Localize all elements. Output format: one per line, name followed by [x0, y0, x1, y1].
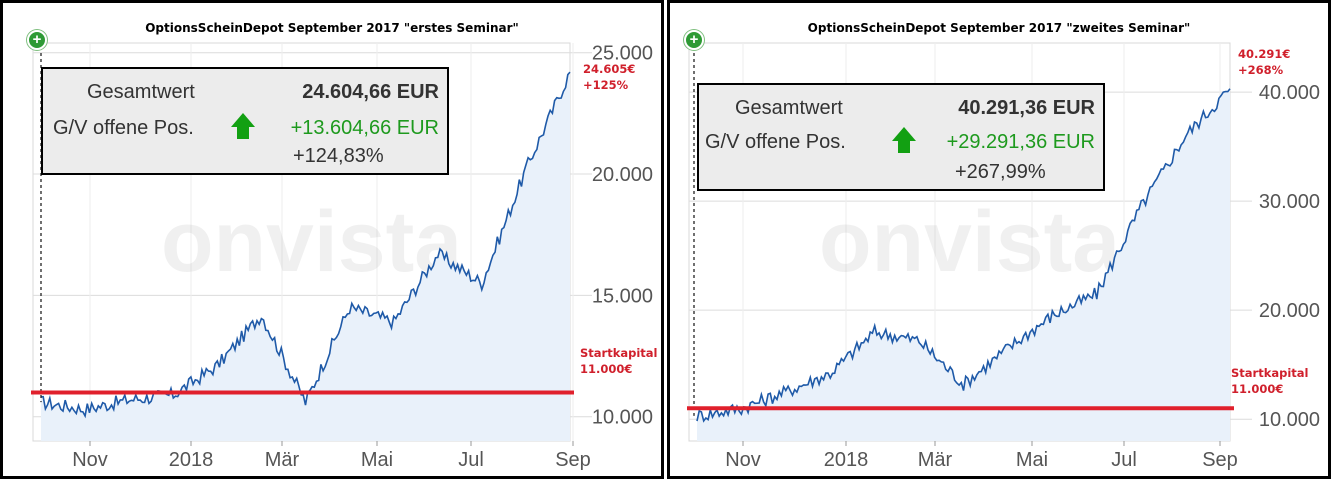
gv-percent: +124,83%: [293, 145, 384, 167]
watermark: onvista: [161, 194, 463, 290]
startkapital-label: Startkapital: [1231, 366, 1309, 380]
x-tick-label: Mär: [265, 449, 300, 471]
current-value-label: 40.291€: [1238, 47, 1291, 61]
chart-panel-erstes-seminar: 10.000 15.000 20.000 25.000 Nov 2018 Mär Mai Jul…: [0, 0, 664, 479]
gesamtwert-label: Gesamtwert: [87, 81, 195, 103]
y-tick-label: 10.000: [1259, 409, 1320, 431]
x-tick-label: Nov: [72, 449, 108, 471]
chart-title: OptionsScheinDepot September 2017 "zweit…: [807, 21, 1191, 35]
x-tick-label: Nov: [725, 449, 761, 471]
gv-value: +13.604,66 EUR: [290, 117, 439, 139]
current-value-annotation: 40.291€ +268%: [1238, 46, 1290, 78]
chart-svg: 10.000 20.000 30.000 40.000 Nov 2018 Mär Mai Jul…: [687, 42, 1320, 471]
gesamtwert-label: Gesamtwert: [735, 97, 843, 119]
x-tick-label: 2018: [824, 449, 869, 471]
x-tick-label: 2018: [169, 449, 214, 471]
y-tick-label: 20.000: [592, 164, 653, 186]
zoom-plus-icon[interactable]: +: [27, 30, 47, 50]
gv-label: G/V offene Pos.: [705, 131, 846, 153]
series-line: [40, 71, 571, 419]
x-tick-label: Jul: [1111, 449, 1137, 471]
x-tick-label: Jul: [458, 449, 484, 471]
chart-title: OptionsScheinDepot September 2017 "erste…: [145, 21, 519, 35]
watermark: onvista: [819, 194, 1121, 290]
info-box: Gesamtwert 24.604,66 EUR G/V offene Pos.…: [41, 67, 449, 175]
y-tick-label: 30.000: [1259, 191, 1320, 213]
gesamtwert-value: 24.604,66 EUR: [302, 81, 439, 103]
y-tick-label: 10.000: [592, 407, 653, 429]
gv-value: +29.291,36 EUR: [946, 131, 1095, 153]
y-tick-label: 15.000: [592, 285, 653, 307]
current-pct-label: +268%: [1238, 63, 1284, 77]
y-tick-label: 20.000: [1259, 300, 1320, 322]
info-box: Gesamtwert 40.291,36 EUR G/V offene Pos.…: [697, 83, 1105, 191]
series-line: [696, 88, 1231, 423]
x-tick-label: Mai: [1016, 449, 1048, 471]
chart-panel-zweites-seminar: 10.000 20.000 30.000 40.000 Nov 2018 Mär Mai Jul…: [667, 0, 1331, 479]
x-tick-label: Sep: [1202, 449, 1238, 471]
startkapital-label: Startkapital: [580, 346, 658, 360]
y-tick-label: 25.000: [592, 43, 653, 65]
series-area: [41, 72, 570, 441]
gv-label: G/V offene Pos.: [53, 117, 194, 139]
x-tick-label: Mai: [361, 449, 393, 471]
series-area: [697, 88, 1230, 442]
x-tick-label: Sep: [555, 449, 591, 471]
zoom-plus-icon[interactable]: +: [684, 30, 704, 50]
startkapital-value-label: 11.000€: [1231, 382, 1284, 396]
current-pct-label: +125%: [583, 78, 629, 92]
startkapital-annotation: Startkapital 11.000€: [1231, 365, 1309, 397]
gesamtwert-value: 40.291,36 EUR: [958, 97, 1095, 119]
x-tick-label: Mär: [918, 449, 953, 471]
current-value-label: 24.605€: [583, 62, 636, 76]
gv-percent: +267,99%: [955, 161, 1046, 183]
y-tick-label: 40.000: [1259, 82, 1320, 104]
startkapital-annotation: Startkapital 11.000€: [580, 345, 658, 377]
current-value-annotation: 24.605€ +125%: [583, 61, 635, 93]
startkapital-value-label: 11.000€: [580, 362, 633, 376]
